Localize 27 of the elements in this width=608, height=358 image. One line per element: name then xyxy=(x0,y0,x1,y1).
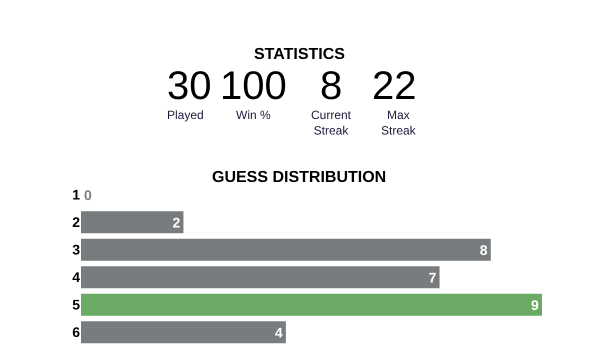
data-label: 4 xyxy=(274,324,283,340)
data-label: 100 xyxy=(220,64,287,108)
category-label: Max Streak xyxy=(381,108,417,138)
data-label: 22 xyxy=(372,64,416,108)
data-label: 7 xyxy=(428,269,437,286)
y-tick-label: 4 xyxy=(72,269,80,286)
bar xyxy=(81,266,440,288)
category-label: Win % xyxy=(236,108,271,122)
data-label: 8 xyxy=(480,242,488,258)
y-tick-label: 6 xyxy=(72,324,80,340)
y-tick-label: 2 xyxy=(72,214,80,230)
data-label: 30 xyxy=(167,64,212,108)
bar xyxy=(81,321,286,344)
bar xyxy=(81,211,184,234)
text: STATISTICS xyxy=(254,46,346,63)
category-label: Played xyxy=(167,108,204,122)
bar xyxy=(81,294,542,316)
data-label: 8 xyxy=(320,64,342,108)
data-label: 0 xyxy=(84,186,92,203)
chart-title: GUESS DISTRIBUTION xyxy=(212,169,386,186)
y-tick-label: 3 xyxy=(72,242,80,258)
y-tick-label: 5 xyxy=(72,296,80,313)
bar xyxy=(81,238,491,261)
data-label: 9 xyxy=(531,296,539,313)
category-label: Current Streak xyxy=(311,108,352,138)
y-tick-label: 1 xyxy=(72,186,80,203)
data-label: 2 xyxy=(172,214,180,230)
